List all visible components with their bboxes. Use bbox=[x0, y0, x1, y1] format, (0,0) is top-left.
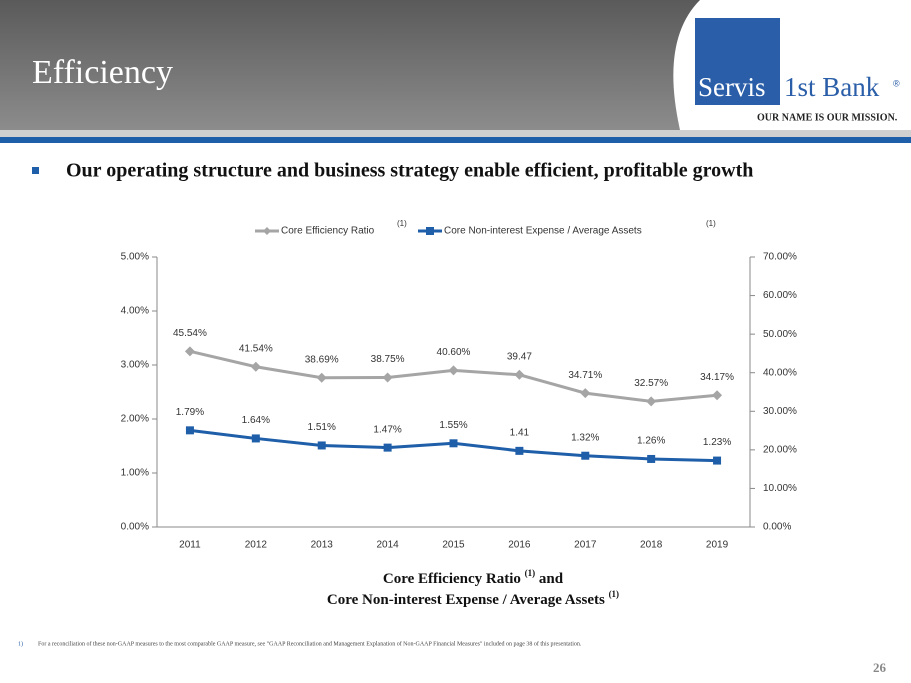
logo-mark: ® bbox=[893, 78, 900, 88]
point bbox=[514, 369, 525, 380]
point bbox=[581, 451, 590, 460]
slide-title: Efficiency bbox=[32, 54, 173, 91]
logo-text: 1st Bank bbox=[784, 72, 880, 102]
legend-label: Core Efficiency Ratio bbox=[281, 226, 375, 237]
x-tick-label: 2015 bbox=[442, 540, 465, 551]
point bbox=[647, 454, 656, 463]
y-tick-label: 1.00% bbox=[121, 468, 149, 479]
y-tick-label: 2.00% bbox=[121, 414, 149, 425]
y-tick-label: 4.00% bbox=[121, 306, 149, 317]
data-label: 1.23% bbox=[703, 437, 731, 448]
y2-tick-label: 30.00% bbox=[763, 406, 797, 417]
point bbox=[184, 346, 195, 357]
y2-tick-label: 60.00% bbox=[763, 290, 797, 301]
point bbox=[250, 361, 261, 372]
caption-text: and bbox=[539, 571, 564, 587]
legend-label: Core Non-interest Expense / Average Asse… bbox=[444, 226, 642, 237]
logo-square bbox=[695, 18, 780, 105]
data-label: 1.41 bbox=[510, 428, 530, 439]
point bbox=[713, 456, 722, 465]
chart-caption: Core Efficiency Ratio (1) and bbox=[383, 565, 564, 587]
data-label: 1.64% bbox=[242, 415, 270, 426]
footnote-number: 1) bbox=[18, 640, 23, 647]
legend-marker bbox=[263, 227, 271, 235]
x-tick-label: 2012 bbox=[245, 540, 268, 551]
x-tick-label: 2016 bbox=[508, 540, 531, 551]
point bbox=[448, 365, 459, 376]
chart-caption: Core Non-interest Expense / Average Asse… bbox=[327, 589, 619, 608]
page-number: 26 bbox=[873, 660, 887, 675]
point bbox=[449, 439, 458, 448]
data-label: 1.26% bbox=[637, 436, 665, 447]
y-tick-label: 3.00% bbox=[121, 360, 149, 371]
point bbox=[251, 434, 260, 443]
data-label: 40.60% bbox=[437, 347, 471, 358]
x-tick-label: 2014 bbox=[376, 540, 399, 551]
data-label: 38.75% bbox=[371, 354, 405, 365]
y2-tick-label: 10.00% bbox=[763, 483, 797, 494]
data-label: 34.17% bbox=[700, 372, 734, 383]
caption-note: (1) bbox=[525, 568, 536, 578]
footnote-text: For a reconciliation of these non-GAAP m… bbox=[38, 640, 582, 647]
y2-tick-label: 0.00% bbox=[763, 522, 791, 533]
caption-text: Core Efficiency Ratio bbox=[383, 571, 521, 587]
x-tick-label: 2019 bbox=[706, 540, 729, 551]
legend-note: (1) bbox=[397, 219, 407, 228]
data-label: 1.32% bbox=[571, 432, 599, 443]
point bbox=[382, 372, 393, 383]
y2-tick-label: 70.00% bbox=[763, 252, 797, 263]
data-label: 41.54% bbox=[239, 343, 273, 354]
y2-tick-label: 50.00% bbox=[763, 329, 797, 340]
legend-note: (1) bbox=[706, 219, 716, 228]
data-label: 1.79% bbox=[176, 407, 204, 418]
data-label: 1.51% bbox=[308, 422, 336, 433]
point bbox=[317, 441, 326, 450]
x-tick-label: 2011 bbox=[179, 540, 201, 551]
point bbox=[383, 443, 392, 452]
logo-text: Servis bbox=[698, 72, 766, 102]
y-tick-label: 5.00% bbox=[121, 252, 149, 263]
bullet-marker bbox=[32, 167, 39, 174]
y2-tick-label: 40.00% bbox=[763, 367, 797, 378]
header-rule bbox=[0, 130, 911, 138]
x-tick-label: 2013 bbox=[311, 540, 334, 551]
data-label: 38.69% bbox=[305, 354, 339, 365]
data-label: 1.55% bbox=[439, 420, 467, 431]
x-tick-label: 2017 bbox=[574, 540, 597, 551]
y2-tick-label: 20.00% bbox=[763, 444, 797, 455]
tagline: OUR NAME IS OUR MISSION. bbox=[757, 112, 898, 123]
point bbox=[646, 396, 657, 407]
point bbox=[316, 372, 327, 383]
point bbox=[580, 388, 591, 399]
bullet-text: Our operating structure and business str… bbox=[66, 160, 753, 182]
point bbox=[185, 426, 194, 435]
data-label: 39.47 bbox=[507, 351, 532, 362]
data-label: 32.57% bbox=[634, 378, 668, 389]
point bbox=[712, 390, 723, 401]
point bbox=[515, 446, 524, 455]
data-label: 34.71% bbox=[568, 370, 602, 381]
y-tick-label: 0.00% bbox=[121, 522, 149, 533]
legend-marker bbox=[426, 227, 434, 235]
caption-text: Core Non-interest Expense / Average Asse… bbox=[327, 592, 605, 608]
data-label: 45.54% bbox=[173, 328, 207, 339]
blue-rule bbox=[0, 137, 911, 143]
data-label: 1.47% bbox=[373, 424, 401, 435]
x-tick-label: 2018 bbox=[640, 540, 663, 551]
caption-note: (1) bbox=[609, 589, 620, 599]
series-line bbox=[189, 349, 718, 403]
